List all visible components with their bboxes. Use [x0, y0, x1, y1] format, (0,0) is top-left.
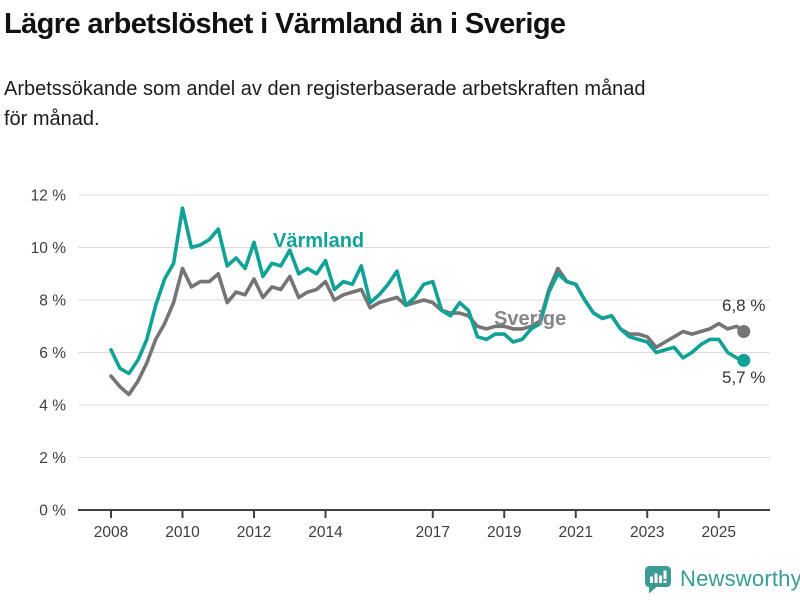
- chart-subtitle: Arbetssökande som andel av den registerb…: [4, 74, 784, 134]
- x-axis-tick-label: 2012: [237, 524, 271, 541]
- x-axis-tick-label: 2010: [165, 524, 200, 541]
- y-axis-tick-label: 8 %: [39, 293, 66, 310]
- x-axis-tick-label: 2019: [487, 524, 521, 541]
- x-axis-tick-label: 2025: [702, 524, 736, 541]
- newsworthy-bubble-icon: [645, 565, 671, 593]
- y-axis-tick-label: 2 %: [39, 450, 66, 467]
- bar-2: [654, 573, 658, 583]
- chart-subtitle-line2: för månad.: [4, 108, 100, 130]
- brand-name: Newsworthy: [680, 566, 800, 591]
- x-axis-tick-label: 2014: [308, 524, 343, 541]
- exclamation-bar: [663, 570, 667, 579]
- y-axis-tick-label: 12 %: [31, 188, 67, 205]
- end-dot-värmland: [737, 353, 751, 367]
- end-value-sverige: 6,8 %: [722, 296, 766, 315]
- exclamation-dot: [663, 580, 667, 583]
- y-axis-tick-label: 4 %: [39, 398, 66, 415]
- x-axis-tick-label: 2008: [94, 524, 128, 541]
- series-label-varmland: Värmland: [273, 230, 365, 252]
- series-line-sverige: [109, 266, 746, 397]
- chart-subtitle-line1: Arbetssökande som andel av den registerb…: [4, 78, 646, 100]
- y-axis-tick-label: 10 %: [31, 240, 67, 257]
- y-axis-tick-label: 6 %: [39, 345, 66, 362]
- series-label-sverige: Sverige: [494, 308, 567, 330]
- page-title: Lägre arbetslöshet i Värmland än i Sveri…: [4, 8, 566, 40]
- bar-3: [659, 575, 662, 583]
- x-axis-tick-label: 2021: [559, 524, 593, 541]
- bar-1: [650, 576, 653, 583]
- y-axis-tick-label: 0 %: [39, 503, 66, 520]
- x-axis-tick-label: 2017: [416, 524, 450, 541]
- series-line-värmland: [109, 206, 746, 376]
- newsworthy-logo: Newsworthy: [643, 562, 800, 596]
- end-dot-sverige: [737, 325, 751, 338]
- x-axis-tick-label: 2023: [630, 524, 664, 541]
- end-value-varmland: 5,7 %: [722, 368, 766, 387]
